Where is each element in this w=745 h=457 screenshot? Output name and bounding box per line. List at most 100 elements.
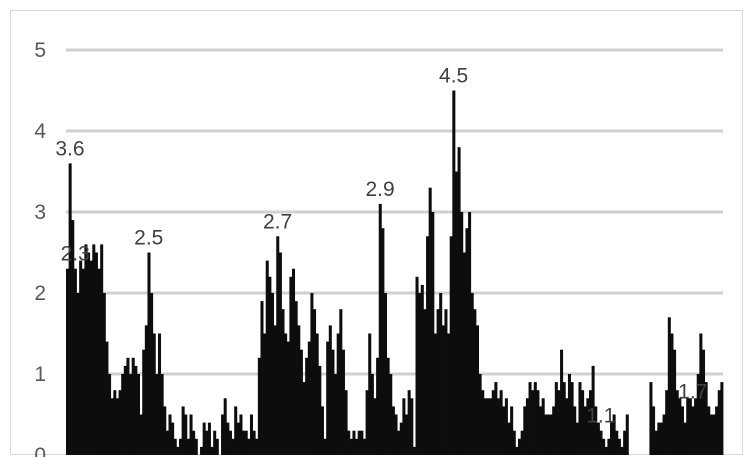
bar-237 <box>688 398 692 455</box>
bar-83 <box>284 333 288 455</box>
bar-62 <box>228 430 232 455</box>
bar-57 <box>215 438 219 455</box>
bar-194 <box>575 422 579 455</box>
bar-164 <box>496 398 501 455</box>
bar-178 <box>533 382 537 455</box>
bar-111 <box>357 430 361 455</box>
bar-90 <box>302 382 306 455</box>
bar-68 <box>244 430 248 455</box>
bar-92 <box>307 341 311 455</box>
bar-84 <box>286 341 290 455</box>
bar-211 <box>620 446 624 455</box>
bar-239 <box>694 398 698 455</box>
bar-139 <box>431 212 435 455</box>
bar-138 <box>428 187 432 455</box>
bar-195 <box>578 382 582 455</box>
bar-76 <box>265 260 269 455</box>
bar-180 <box>539 406 543 455</box>
y-tick-label-5: 5 <box>34 39 46 62</box>
bar-17 <box>110 398 114 455</box>
bar-226 <box>659 422 663 455</box>
bar-93 <box>310 293 314 455</box>
bar-15 <box>105 341 109 455</box>
bar-245 <box>709 414 713 455</box>
bar-5 <box>79 260 83 455</box>
bar-36 <box>160 374 164 455</box>
bar-65 <box>236 422 240 455</box>
bar-162 <box>491 390 495 455</box>
bar-95 <box>315 333 319 455</box>
bar-209 <box>615 430 619 455</box>
bar-6 <box>81 268 85 455</box>
data-label-31: 2.5 <box>134 227 163 250</box>
bar-63 <box>231 438 235 455</box>
bar-82 <box>281 309 285 455</box>
bar-89 <box>299 349 303 455</box>
bar-206 <box>607 438 611 455</box>
bar-87 <box>294 301 298 455</box>
bar-78 <box>270 293 275 455</box>
bar-233 <box>678 398 682 455</box>
bar-146 <box>449 236 453 455</box>
bar-38 <box>165 430 169 455</box>
bar-48 <box>192 430 196 455</box>
y-tick-label-3: 3 <box>34 201 46 224</box>
bar-33 <box>152 333 156 455</box>
data-label-203: 1.1 <box>586 405 615 428</box>
bar-165 <box>499 390 503 455</box>
bar-77 <box>268 276 272 455</box>
bar-115 <box>368 333 372 455</box>
bar-130 <box>407 390 411 455</box>
bar-210 <box>617 438 621 455</box>
bar-40 <box>171 422 175 455</box>
bar-203 <box>599 430 603 455</box>
bar-35 <box>157 333 162 455</box>
bar-52 <box>202 422 206 455</box>
bar-88 <box>297 325 301 455</box>
bar-182 <box>544 414 548 455</box>
bar-66 <box>239 414 243 455</box>
bar-123 <box>389 374 393 455</box>
bar-170 <box>512 430 516 455</box>
data-label-147: 4.5 <box>439 65 468 88</box>
bar-100 <box>328 325 332 455</box>
bar-12 <box>97 268 101 455</box>
bar-144 <box>444 309 448 455</box>
bar-213 <box>625 414 629 455</box>
y-axis-ticks: 0 1 2 3 4 5 <box>34 39 46 457</box>
bar-200 <box>591 365 595 455</box>
bar-192 <box>570 382 574 455</box>
bar-26 <box>134 365 138 455</box>
bar-227 <box>662 414 666 455</box>
bar-145 <box>447 333 451 455</box>
bar-113 <box>362 438 366 455</box>
bar-85 <box>289 276 293 455</box>
bar-101 <box>331 349 335 455</box>
bar-96 <box>318 365 322 455</box>
bar-104 <box>339 309 343 455</box>
bar-49 <box>194 438 198 455</box>
bar-232 <box>675 390 679 455</box>
bar-59 <box>221 414 225 455</box>
bar-18 <box>113 390 117 455</box>
bar-140 <box>433 333 437 455</box>
bar-30 <box>144 325 148 455</box>
bar-197 <box>583 406 587 455</box>
bar-171 <box>515 446 519 455</box>
bar-80 <box>276 236 280 455</box>
bar-107 <box>347 430 351 455</box>
bar-161 <box>489 398 493 455</box>
bar-135 <box>420 284 424 455</box>
bar-73 <box>257 357 261 455</box>
bar-23 <box>126 357 130 455</box>
bar-212 <box>623 430 627 455</box>
bar-72 <box>255 438 259 455</box>
bar-47 <box>189 414 193 455</box>
bar-22 <box>123 365 127 455</box>
bar-74 <box>260 301 264 455</box>
bar-61 <box>226 422 230 455</box>
bar-69 <box>247 438 251 455</box>
bar-56 <box>213 430 217 455</box>
bar-230 <box>670 333 674 455</box>
